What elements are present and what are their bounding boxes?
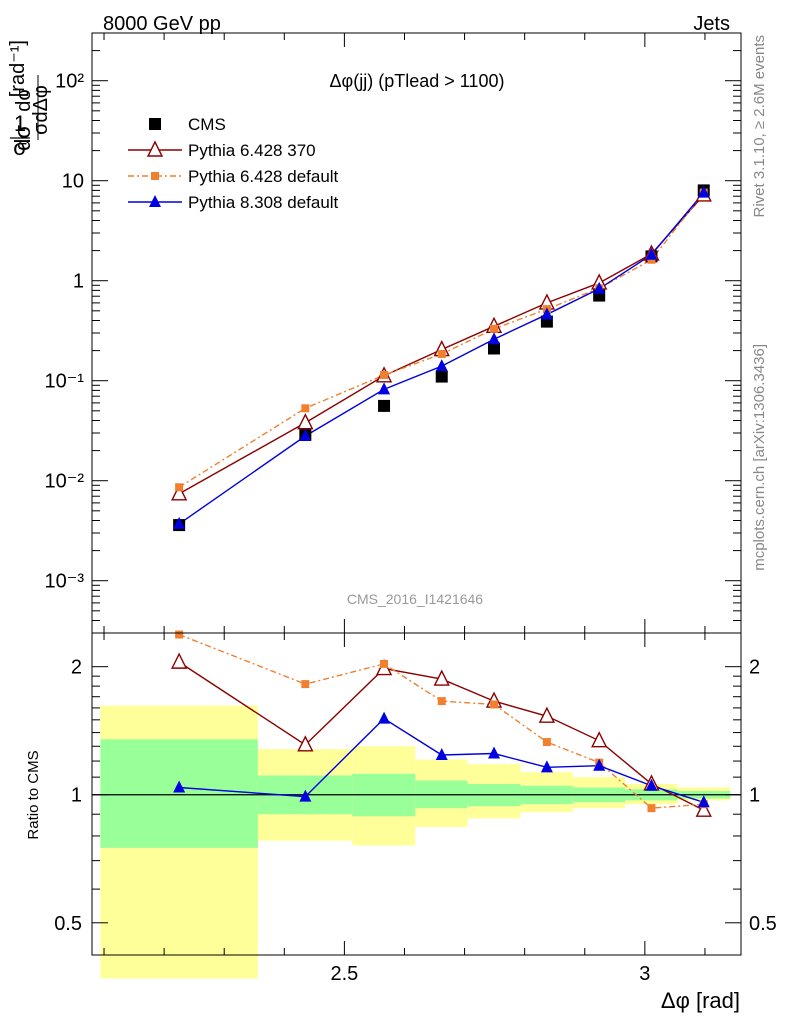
point-top-pythia-8-308-default <box>540 307 553 320</box>
top-y-tick-label: 10² <box>55 71 84 93</box>
point-ratio-pythia-6-428-370 <box>591 731 608 748</box>
bottom-y-tick-label: 1 <box>71 785 82 807</box>
point-top-pythia-6-428-default <box>301 404 310 413</box>
x-tick-label: 3 <box>639 963 650 985</box>
point-ratio-pythia-6-428-default <box>490 700 499 709</box>
point-ratio-pythia-6-428-370 <box>433 669 450 686</box>
mcplots-label: mcplots.cern.ch [arXiv:1306.3436] <box>751 344 768 571</box>
analysis-watermark: CMS_2016_I1421646 <box>347 591 483 607</box>
top-y-tick-label: 10⁻² <box>45 471 85 493</box>
point-top-pythia-8-308-default <box>173 516 186 529</box>
point-top-pythia-6-428-370 <box>171 484 188 501</box>
point-top-pythia-6-428-default <box>437 349 446 358</box>
point-top-cms <box>435 370 448 383</box>
point-top-pythia-6-428-default <box>175 483 184 492</box>
legend-marker-pythia-6-428-370 <box>146 140 164 157</box>
stat-uncertainty-band <box>100 739 258 848</box>
point-top-pythia-8-308-default <box>378 382 391 395</box>
point-top-pythia-6-428-370 <box>297 413 314 430</box>
point-top-pythia-8-308-default <box>299 428 312 441</box>
point-top-cms <box>378 399 391 412</box>
process-label: Jets <box>693 13 730 35</box>
svg-text:1: 1 <box>14 111 26 136</box>
legend-marker-pythia-6-428-default <box>151 172 159 180</box>
svg-text:dσ: dσ <box>13 88 35 112</box>
svg-text:σdΔφ: σdΔφ <box>30 85 52 135</box>
ratio-uncertainty-bands <box>92 705 741 979</box>
series-markers <box>171 184 712 817</box>
point-ratio-pythia-6-428-370 <box>171 652 188 669</box>
top-y-tick-label: 10⁻³ <box>45 571 85 593</box>
point-ratio-pythia-8-308-default <box>299 789 312 802</box>
point-top-pythia-8-308-default <box>593 281 606 294</box>
legend-label-cms: CMS <box>188 115 226 134</box>
x-tick-label: 2.5 <box>330 963 358 985</box>
top-y-axis-label: 1 σ dσ <box>10 111 35 160</box>
legend-marker-pythia-8-308-default <box>149 195 161 207</box>
legend-label-pythia-6-428-370: Pythia 6.428 370 <box>188 141 316 160</box>
point-ratio-pythia-6-428-default <box>175 630 184 639</box>
point-ratio-pythia-6-428-370 <box>695 800 712 817</box>
line-top-pythia-6-428-default <box>178 192 705 488</box>
point-top-pythia-6-428-default <box>490 324 499 333</box>
point-top-pythia-6-428-default <box>647 255 656 264</box>
point-top-pythia-8-308-default <box>697 185 710 198</box>
legend-marker-cms <box>149 118 161 130</box>
energy-label: 8000 GeV pp <box>103 13 221 35</box>
point-ratio-pythia-8-308-default <box>540 760 553 773</box>
plot-title: Δφ(jj) (pTlead > 1100) <box>330 71 505 91</box>
point-ratio-pythia-6-428-default <box>301 680 310 689</box>
point-ratio-pythia-8-308-default <box>488 746 501 759</box>
legend-label-pythia-8-308-default: Pythia 8.308 default <box>188 193 339 212</box>
point-ratio-pythia-8-308-default <box>697 795 710 808</box>
svg-text:[rad⁻¹]: [rad⁻¹] <box>7 40 29 97</box>
bottom-y-tick-label-right: 2 <box>749 657 760 679</box>
point-top-pythia-8-308-default <box>488 332 501 345</box>
point-top-pythia-6-428-default <box>380 371 389 380</box>
legend-label-pythia-6-428-default: Pythia 6.428 default <box>188 167 339 186</box>
bottom-y-tick-label-right: 1 <box>749 785 760 807</box>
point-ratio-pythia-6-428-370 <box>297 735 314 752</box>
point-ratio-pythia-6-428-default <box>437 697 446 706</box>
line-top-pythia-8-308-default <box>178 192 705 525</box>
point-ratio-pythia-8-308-default <box>378 711 391 724</box>
point-ratio-pythia-8-308-default <box>645 778 658 791</box>
legend: CMS Pythia 6.428 370 Pythia 6.428 default P… <box>128 115 339 212</box>
top-y-axis-label-group: dσ σdΔφ [rad⁻¹] <box>7 40 52 140</box>
svg-text:σ: σ <box>13 135 27 160</box>
bottom-y-tick-label: 2 <box>71 657 82 679</box>
point-ratio-pythia-6-428-default <box>542 738 551 747</box>
top-y-tick-label: 10⁻¹ <box>45 371 85 393</box>
point-ratio-pythia-6-428-default <box>647 804 656 813</box>
point-ratio-pythia-8-308-default <box>173 780 186 793</box>
axes: 2.5 3 10⁻³ 10⁻² 10⁻¹ 1 10 10² 0.5 0.5 1 1 2 2 <box>45 32 777 985</box>
point-top-pythia-8-308-default <box>645 247 658 260</box>
point-ratio-pythia-6-428-370 <box>538 706 556 723</box>
bottom-y-axis-label: Ratio to CMS <box>25 750 42 839</box>
top-y-tick-label: 1 <box>73 271 84 293</box>
point-top-cms <box>488 342 501 355</box>
point-ratio-pythia-8-308-default <box>435 747 448 760</box>
point-top-pythia-8-308-default <box>435 359 448 372</box>
bottom-y-tick-label-right: 0.5 <box>749 913 777 935</box>
top-y-tick-label: 10 <box>62 171 84 193</box>
rivet-version-label: Rivet 3.1.10, ≥ 2.6M events <box>751 35 768 218</box>
bottom-y-tick-label: 0.5 <box>54 913 82 935</box>
bottom-panel-frame <box>91 632 742 956</box>
point-ratio-pythia-8-308-default <box>593 758 606 771</box>
point-ratio-pythia-6-428-default <box>380 659 389 668</box>
x-axis-label: Δφ [rad] <box>661 988 740 1013</box>
svg-text:dσ: dσ <box>10 125 35 151</box>
